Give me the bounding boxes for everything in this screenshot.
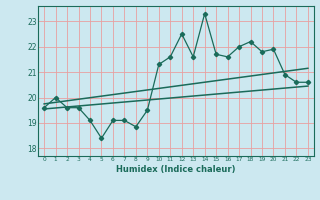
X-axis label: Humidex (Indice chaleur): Humidex (Indice chaleur)	[116, 165, 236, 174]
